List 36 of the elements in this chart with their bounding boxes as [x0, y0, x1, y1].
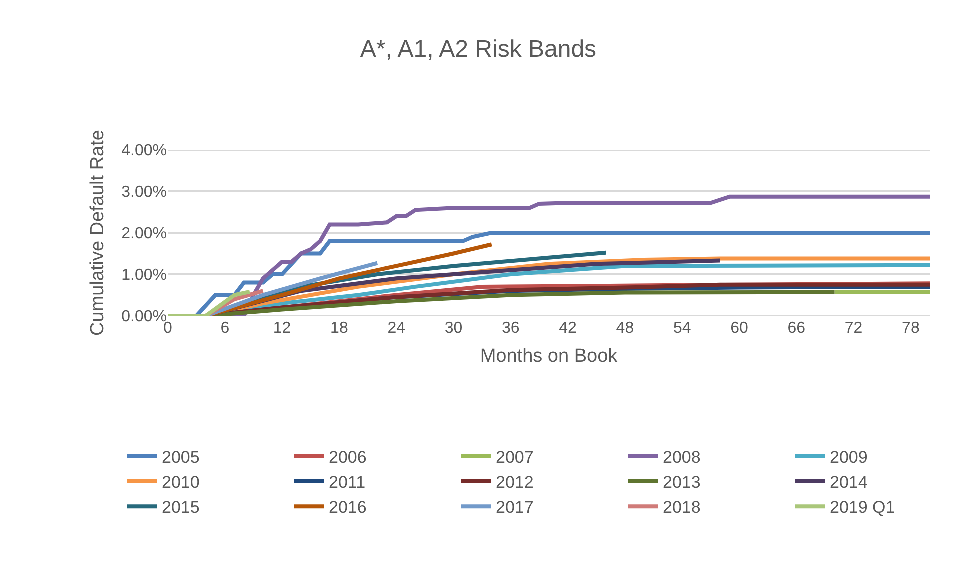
y-axis-title: Cumulative Default Rate [87, 130, 108, 336]
chart-title: A*, A1, A2 Risk Bands [360, 36, 597, 64]
y-tick-label: 1.00% [122, 267, 167, 284]
x-tick-label: 6 [220, 320, 230, 337]
y-tick-label: 2.00% [122, 226, 167, 243]
legend-label: 2008 [663, 448, 701, 468]
legend-label: 2011 [329, 473, 366, 492]
x-tick-label: 78 [902, 320, 920, 337]
legend-label: 2005 [162, 448, 200, 468]
x-axis-title: Months on Book [480, 346, 618, 367]
x-tick-label: 54 [673, 320, 692, 337]
legend-label: 2009 [830, 448, 868, 468]
x-tick-label: 0 [164, 320, 173, 337]
x-tick-label: 60 [730, 320, 748, 337]
legend-label: 2014 [830, 473, 868, 492]
x-tick-label: 12 [273, 320, 292, 337]
legend-label: 2007 [496, 448, 534, 468]
legend-label: 2010 [162, 473, 200, 492]
y-tick-label: 4.00% [122, 142, 167, 160]
x-tick-label: 24 [388, 320, 406, 337]
x-tick-label: 66 [788, 320, 806, 337]
legend-label: 2018 [663, 498, 701, 518]
x-tick-label: 48 [616, 320, 634, 337]
x-tick-label: 42 [559, 320, 578, 337]
x-tick-label: 72 [844, 320, 863, 337]
x-tick-label: 18 [330, 320, 348, 337]
legend-label: 2006 [329, 448, 367, 468]
x-tick-label: 30 [444, 320, 463, 337]
legend-label: 2019 Q1 [830, 498, 896, 518]
x-tick-label: 36 [502, 320, 520, 337]
legend-label: 2016 [329, 498, 367, 518]
legend-label: 2015 [162, 498, 200, 518]
legend-label: 2013 [663, 473, 701, 492]
legend-label: 2017 [496, 498, 534, 518]
y-tick-label: 3.00% [122, 184, 167, 202]
legend-label: 2012 [496, 473, 534, 492]
